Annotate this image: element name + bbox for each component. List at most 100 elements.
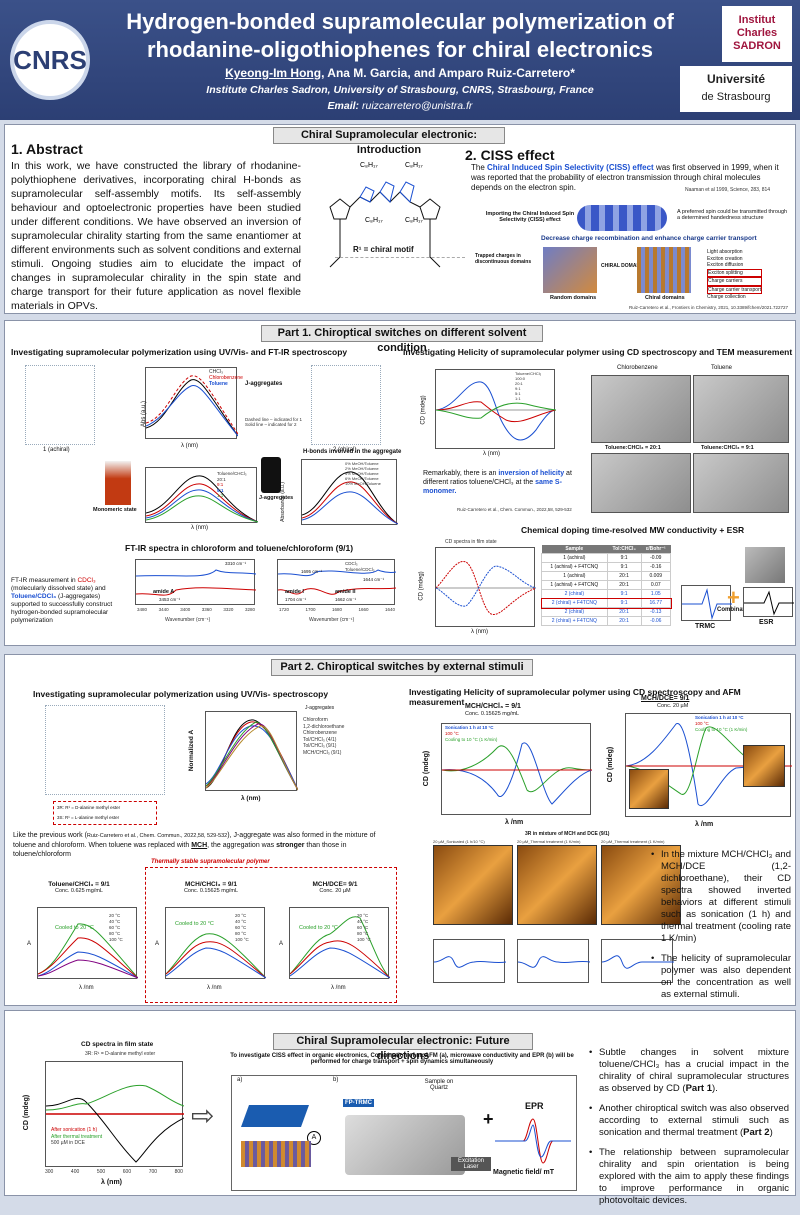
chiral-domains-label: Chiral domains bbox=[645, 295, 685, 301]
epr-curve bbox=[495, 1118, 571, 1164]
cd-b-conc: Conc. 20 µM bbox=[657, 703, 689, 709]
table-row: 2 (chiral) 9:1 1.05 bbox=[541, 589, 672, 599]
cd-ratio-legend: Toluene/CHCl₃ 100:0 20:1 9:1 5:1 1:1 bbox=[515, 371, 541, 401]
sadron-logo: Institut Charles SADRON bbox=[722, 6, 792, 62]
cd-a-ylabel: CD (mdeg) bbox=[423, 750, 431, 787]
tick: 1660 bbox=[358, 607, 369, 612]
future-legend: After sonication (1 h) After thermal tre… bbox=[51, 1127, 102, 1147]
step-item: Charge carrier transport bbox=[707, 285, 763, 294]
th-value: ε/Bohr⁻¹ bbox=[641, 545, 671, 554]
temp-plot-2 bbox=[165, 907, 267, 979]
tick: 3480 bbox=[137, 607, 148, 612]
helicity-bold2: same S-monomer. bbox=[423, 479, 562, 495]
part2-panel: Part 2. Chiroptical switches by external… bbox=[4, 654, 796, 1006]
ratio-1-1: 1:1 bbox=[217, 493, 224, 498]
temp-plot-1 bbox=[37, 907, 139, 979]
legend-chlorobenzene: Chlorobenzene bbox=[303, 730, 337, 736]
cd-b-legend: Sonication 1 h at 10 °C 100 °C Cooling t… bbox=[695, 715, 747, 733]
meoh-4: 4% MeOH/Toluene bbox=[345, 471, 379, 476]
epr-plot bbox=[495, 1115, 571, 1167]
tick: 3440 bbox=[158, 607, 169, 612]
institute: Institute Charles Sadron, University of … bbox=[206, 84, 594, 96]
intro-banner: Chiral Supramolecular electronic: Introd… bbox=[273, 127, 505, 156]
temp-curves-2 bbox=[165, 933, 267, 979]
label-a: a) bbox=[237, 1077, 243, 1083]
uv-solvent-curves bbox=[145, 375, 239, 437]
tem-label-9-1: Toluene:CHCl₃ = 9:1 bbox=[701, 445, 754, 451]
fb1-pre: Subtle changes in solvent mixture toluen… bbox=[599, 1047, 789, 1094]
axis-nm: λ /nm bbox=[79, 985, 94, 991]
p2-mid2: , the aggregation was bbox=[207, 842, 277, 849]
magnetic-field-label: Magnetic field/ mT bbox=[493, 1169, 555, 1176]
tem-image-9-1 bbox=[693, 453, 789, 513]
legend-dce: 1,2-dichloroethane bbox=[303, 723, 345, 730]
part1-right-title: Investigating Helicity of supramolecular… bbox=[403, 347, 793, 357]
hbonds-title: H-bonds involved in the aggregate bbox=[303, 449, 402, 455]
helix-illustration bbox=[577, 205, 667, 231]
legend-mch-9-1: MCH/CHCl₃ (9/1) bbox=[303, 749, 342, 756]
ratio-20-1: 20:1 bbox=[217, 476, 226, 482]
r-label-box: 3R: R¹ = D-alanine methyl ester 3S: R¹ =… bbox=[53, 801, 157, 825]
axis-nm: λ /nm bbox=[207, 985, 222, 991]
email-address[interactable]: ruizcarretero@unistra.fr bbox=[361, 100, 473, 112]
table-row: 1 (achiral) + F4TCNQ 9:1 -0.16 bbox=[541, 562, 672, 572]
legend-100c: 100 °C bbox=[445, 731, 459, 736]
table-row: 2 (chiral) + F4TCNQ 20:1 -0.06 bbox=[541, 616, 672, 626]
tick: 800 bbox=[174, 1169, 183, 1175]
svg-text:C₈H₁₇: C₈H₁₇ bbox=[360, 162, 378, 169]
legend-after-thermal: After thermal treatment bbox=[51, 1133, 103, 1140]
cd-legend-title: Toluene/CHCl₃ bbox=[515, 371, 542, 376]
future-ticks: 300 400 500 600 700 800 bbox=[45, 1169, 183, 1175]
intro-panel: Chiral Supramolecular electronic: Introd… bbox=[4, 124, 796, 314]
val-1644: 1644 cm⁻¹ bbox=[363, 577, 385, 582]
fb1-bold: Part 1 bbox=[685, 1083, 712, 1094]
meoh-ylabel: Absorbance (a.u.) bbox=[279, 482, 286, 522]
j-agg-vial bbox=[261, 457, 281, 493]
axis-a: A bbox=[155, 941, 160, 947]
legend-500um: 500 µM in DCE bbox=[51, 1140, 86, 1146]
ftir-b-ticks: 1720 1700 1680 1660 1640 bbox=[279, 607, 395, 612]
part2-text: Like the previous work (Ruiz-Carretero e… bbox=[13, 831, 393, 859]
norm-ylabel: Normalized A bbox=[188, 729, 196, 772]
cooled-label: Cooled to 20 °C bbox=[55, 925, 94, 931]
amide-a-value: 3453 cm⁻¹ bbox=[159, 597, 181, 602]
future-r-label: 3R: R¹ = D-alanine methyl ester bbox=[85, 1051, 156, 1057]
thermal-label: Thermally stable supramolecular polymer bbox=[149, 859, 272, 865]
legend-20c: 20 °C bbox=[357, 913, 369, 918]
sample-quartz-label: Sample on Quartz bbox=[424, 1079, 454, 1091]
profile-curve bbox=[433, 956, 507, 968]
temp-plot-conc: Conc. 0.15625 mg/mL bbox=[183, 888, 239, 894]
future-bullet-1: Subtle changes in solvent mixture toluen… bbox=[589, 1047, 789, 1095]
table-row: 1 (achiral) + F4TCNQ 20:1 0.07 bbox=[541, 580, 672, 590]
tem-image-20-1 bbox=[591, 453, 691, 513]
trmc-curve bbox=[682, 588, 732, 620]
legend-60c: 60 °C bbox=[109, 925, 121, 930]
j-agg-label: J-aggregates bbox=[245, 381, 283, 387]
axis-nm: λ /nm bbox=[331, 985, 346, 991]
substrate-illustration bbox=[241, 1141, 311, 1167]
tick: 300 bbox=[45, 1169, 54, 1175]
label-b: b) bbox=[333, 1077, 339, 1083]
ftir-a-xlabel: Wavenumber (cm⁻¹) bbox=[165, 617, 211, 623]
achiral-label: 1 (achiral) bbox=[43, 447, 70, 453]
afm-profile-2 bbox=[517, 939, 591, 983]
esr-plot bbox=[743, 587, 794, 617]
legend-80c: 80 °C bbox=[109, 931, 121, 936]
email-label: Email: bbox=[327, 100, 360, 112]
p2-mch: MCH bbox=[191, 842, 208, 849]
cd-20-1: 20:1 bbox=[515, 381, 523, 386]
legend-80c: 80 °C bbox=[235, 931, 247, 936]
fp-trmc-label: FP-TRMC bbox=[343, 1099, 374, 1107]
legend-100c: 100 °C bbox=[695, 721, 709, 726]
future-banner: Chiral Supramolecular electronic: Future… bbox=[273, 1033, 533, 1062]
ciss-bold: Chiral Induced Spin Selectivity (CISS) e… bbox=[487, 163, 654, 172]
ftir-pre: FT-IR measurement in bbox=[11, 577, 78, 584]
cd-9-1: 9:1 bbox=[515, 386, 521, 391]
ftir-a-ticks: 3480 3440 3400 3360 3320 3280 bbox=[137, 607, 255, 612]
scheme-title: To investigate CISS effect in organic el… bbox=[230, 1053, 574, 1065]
future-panel: Chiral Supramolecular electronic: Future… bbox=[4, 1010, 796, 1206]
ciss-ref: Naaman et al 1999, Science, 283, 814 bbox=[685, 187, 771, 193]
dashed-note: Dashed line – indicated for 1 Solid line… bbox=[245, 417, 303, 427]
legend-tol-4-1: Tol/CHCl₃ (4/1) bbox=[303, 736, 337, 743]
legend-cdcl3: CDCl₃ bbox=[345, 561, 358, 566]
